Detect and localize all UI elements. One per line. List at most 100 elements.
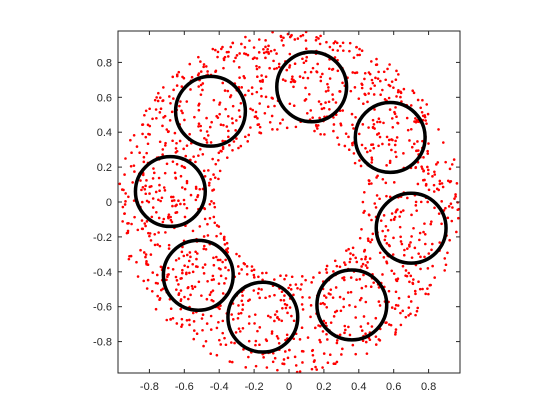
scatter-point [349,89,353,93]
scatter-point [145,263,148,266]
scatter-point [218,338,221,342]
scatter-point [270,332,274,335]
scatter-point [184,154,188,158]
scatter-point [355,278,358,282]
scatter-point [331,93,334,96]
scatter-point [268,66,271,70]
scatter-point [150,215,154,219]
scatter-point [395,279,399,283]
scatter-point [230,117,234,120]
scatter-point [123,173,126,176]
scatter-point [169,307,173,311]
scatter-point [237,146,240,150]
scatter-point [284,338,287,342]
scatter-point [238,52,241,55]
scatter-point [357,97,361,100]
scatter-point [227,268,230,272]
scatter-point [412,142,416,146]
scatter-point [208,216,212,220]
scatter-point [335,264,339,268]
scatter-point [175,74,179,78]
scatter-point [238,115,242,119]
scatter-point [392,272,396,275]
scatter-point [211,157,214,161]
scatter-point [232,59,236,63]
scatter-point [205,65,208,68]
scatter-point [242,348,245,351]
scatter-point [129,138,132,142]
scatter-point [273,67,276,71]
scatter-point [277,318,281,321]
scatter-point [343,144,347,148]
scatter-point [127,195,130,199]
scatter-point [187,259,191,263]
scatter-point [191,270,195,274]
scatter-point [391,253,395,256]
scatter-point [354,115,357,119]
scatter-point [151,271,155,274]
scatter-point [293,38,297,41]
scatter-point [306,336,310,339]
scatter-point [155,273,159,277]
scatter-point [247,299,250,303]
scatter-point [199,147,202,151]
scatter-point [369,149,372,152]
scatter-point [315,70,318,73]
scatter-point [208,202,212,206]
scatter-point [405,274,409,278]
scatter-point [121,220,124,223]
scatter-point [318,338,321,342]
x-tick-label: -0.4 [210,381,229,393]
scatter-point [174,204,177,208]
scatter-point [410,235,413,238]
scatter-point [309,109,313,112]
scatter-point [192,337,196,341]
scatter-point [351,253,355,257]
scatter-point [208,181,211,185]
scatter-point [175,288,178,291]
scatter-point [240,86,244,89]
scatter-point [283,294,286,297]
scatter-point [205,297,209,301]
scatter-point [344,132,348,135]
scatter-point [142,251,146,254]
scatter-point [366,261,369,264]
scatter-point [265,366,269,369]
scatter-point [343,331,346,335]
scatter-point [196,252,199,255]
scatter-point [401,264,405,268]
scatter-point [384,181,388,185]
scatter-point [205,130,209,133]
scatter-point [444,263,448,267]
scatter-point [236,316,240,320]
scatter-point [257,287,261,291]
scatter-point [140,227,144,231]
scatter-point [319,102,323,106]
scatter-point [203,136,206,140]
cluster-circle [133,154,208,229]
scatter-point [238,76,241,79]
scatter-point [296,37,300,40]
scatter-point [158,96,162,99]
scatter-point [446,251,449,255]
scatter-point [157,216,161,220]
scatter-point [399,210,403,214]
scatter-point [372,146,376,150]
scatter-point [185,253,189,257]
scatter-point [218,307,221,311]
scatter-point [201,88,204,92]
scatter-point [412,91,416,95]
scatter-point [165,318,169,322]
scatter-point [197,85,200,88]
scatter-point [252,289,256,292]
scatter-point [379,93,382,97]
scatter-point [123,203,127,206]
scatter-point [259,80,262,83]
scatter-point [283,302,287,306]
scatter-point [427,188,431,192]
scatter-point [163,144,167,147]
scatter-point [273,356,277,360]
scatter-point [300,326,304,330]
scatter-point [264,39,267,42]
scatter-point [304,278,307,282]
